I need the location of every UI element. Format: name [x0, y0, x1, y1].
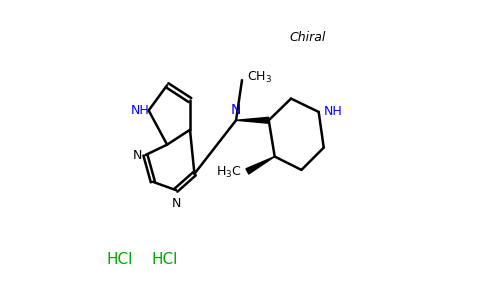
Text: Chiral: Chiral: [289, 31, 326, 44]
Text: CH$_3$: CH$_3$: [247, 70, 272, 85]
Text: HCl: HCl: [151, 253, 178, 268]
Polygon shape: [246, 157, 275, 174]
Text: N: N: [231, 103, 241, 117]
Polygon shape: [236, 117, 269, 123]
Text: H$_3$C: H$_3$C: [216, 165, 242, 180]
Text: N: N: [171, 197, 181, 210]
Text: NH: NH: [130, 104, 149, 117]
Text: N: N: [133, 148, 142, 162]
Text: HCl: HCl: [107, 253, 133, 268]
Text: NH: NH: [324, 106, 343, 118]
